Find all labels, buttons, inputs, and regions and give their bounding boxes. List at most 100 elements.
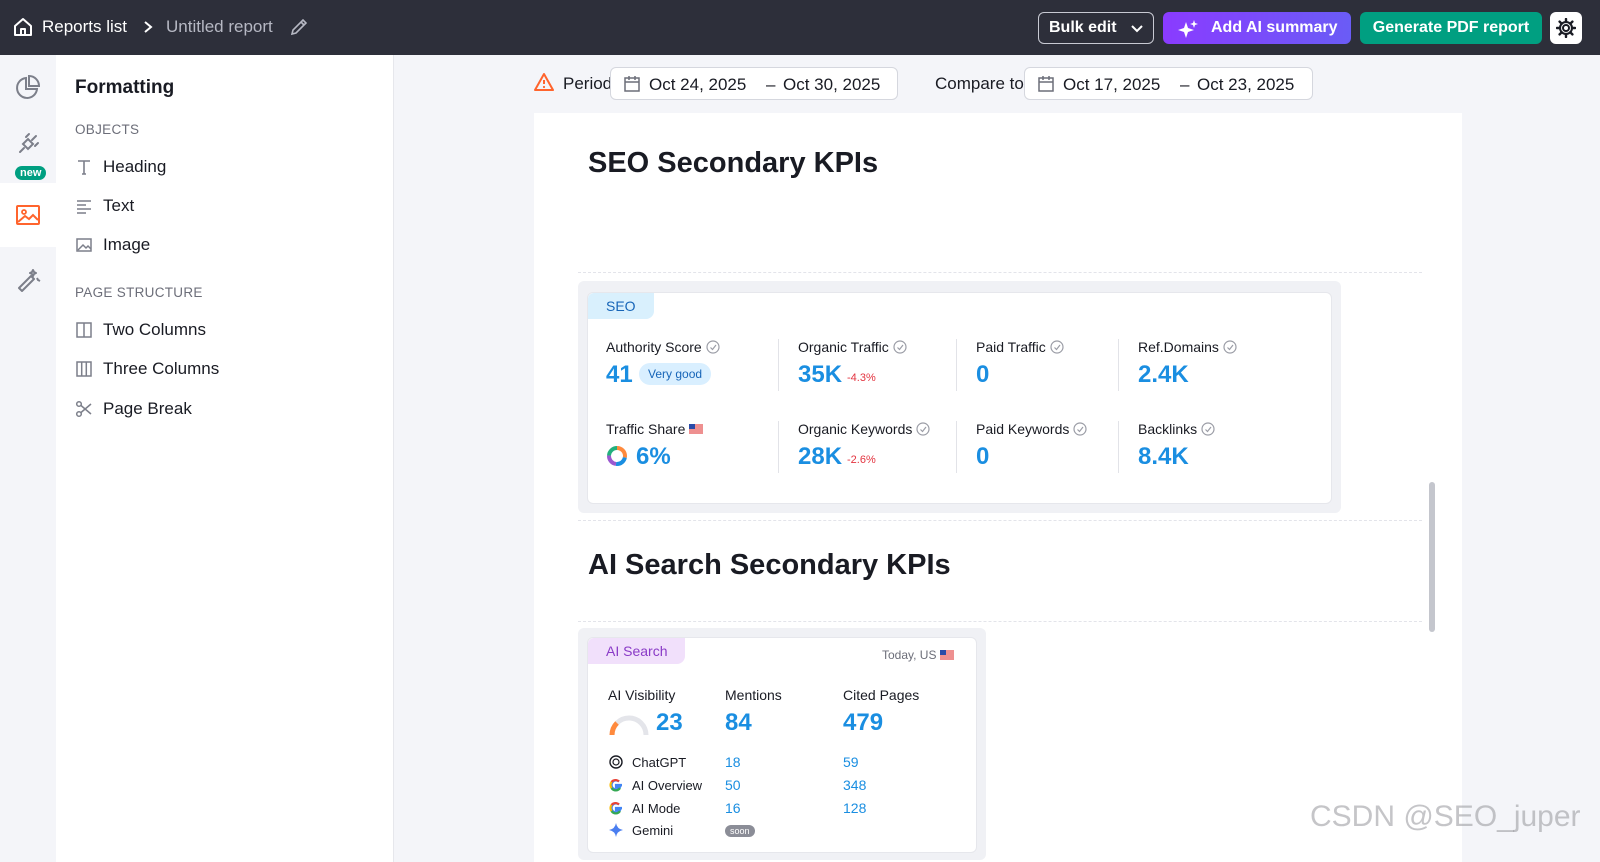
chevron-right-icon (144, 21, 153, 33)
calendar-icon (624, 76, 640, 92)
period-date-picker[interactable]: Oct 24, 2025 – Oct 30, 2025 (610, 67, 898, 100)
seo-tag: SEO (588, 293, 654, 319)
text-icon (77, 200, 91, 214)
ai-widget-frame[interactable]: AI Search Today, US AI Visibility Mentio… (578, 628, 986, 860)
magic-wand-icon (18, 269, 41, 292)
bulk-edit-label: Bulk edit (1049, 19, 1117, 36)
rail-charts[interactable] (0, 55, 56, 119)
structure-three-columns-label: Three Columns (103, 359, 220, 378)
kpi-label-text: Ref.Domains (1138, 339, 1219, 355)
ai-search-tag: AI Search (588, 638, 686, 664)
kpi-authority-score-label: Authority Score (606, 339, 720, 355)
ai-heading-block[interactable]: AI Search Secondary KPIs (578, 520, 1422, 622)
info-icon[interactable] (706, 340, 720, 354)
kpi-traffic-share-value: 6% (636, 443, 671, 470)
add-ai-summary-label: Add AI summary (1211, 19, 1338, 36)
divider (1118, 421, 1119, 473)
divider (778, 421, 779, 473)
warning-icon (534, 73, 554, 91)
settings-button[interactable] (1550, 12, 1582, 44)
home-icon[interactable] (13, 17, 33, 37)
ai-mode-mentions: 16 (725, 800, 741, 816)
report-canvas: Period Oct 24, 2025 – Oct 30, 2025 Compa… (395, 55, 1600, 862)
scrollbar-thumb[interactable] (1429, 482, 1435, 632)
breadcrumb-current-report[interactable]: Untitled report (166, 17, 273, 36)
kpi-backlinks-label: Backlinks (1138, 421, 1215, 437)
info-icon[interactable] (1223, 340, 1237, 354)
ai-meta: Today, US (882, 648, 955, 662)
ai-meta-text: Today, US (882, 648, 937, 662)
kpi-paid-keywords-label: Paid Keywords (976, 421, 1087, 437)
ai-row-chatgpt: ChatGPT (608, 754, 686, 770)
ai-row-gemini: Gemini (608, 822, 673, 838)
chatgpt-mentions: 18 (725, 754, 741, 770)
structure-two-columns[interactable]: Two Columns (75, 317, 206, 343)
kpi-organic-traffic-label: Organic Traffic (798, 339, 907, 355)
ai-section-heading: AI Search Secondary KPIs (588, 549, 951, 581)
ai-overview-cited: 348 (843, 777, 867, 793)
visibility-gauge (609, 715, 649, 736)
bulk-edit-button[interactable]: Bulk edit (1038, 12, 1154, 44)
info-icon[interactable] (1201, 422, 1215, 436)
rail-ai-tools[interactable] (0, 247, 56, 311)
chatgpt-cited: 59 (843, 754, 859, 770)
object-heading[interactable]: Heading (75, 154, 166, 180)
edit-pencil-icon[interactable] (289, 17, 309, 37)
image-icon (76, 238, 92, 252)
object-image[interactable]: Image (75, 232, 150, 258)
generate-pdf-button[interactable]: Generate PDF report (1360, 12, 1542, 44)
kpi-ref-domains-label: Ref.Domains (1138, 339, 1237, 355)
rail-formatting[interactable] (0, 183, 56, 247)
info-icon[interactable] (1073, 422, 1087, 436)
gemini-icon (609, 823, 623, 837)
seo-widget-frame[interactable]: SEO Authority Score 41 Very good Organic… (578, 281, 1341, 513)
ai-mode-cited: 128 (843, 800, 867, 816)
ai-search-widget: AI Search Today, US AI Visibility Mentio… (587, 637, 977, 853)
seo-heading-block[interactable]: SEO Secondary KPIs (578, 113, 1422, 273)
ai-row-name: Gemini (632, 822, 674, 838)
period-end: Oct 30, 2025 (783, 75, 881, 94)
seo-section-heading: SEO Secondary KPIs (588, 147, 879, 179)
top-bar: Reports list Untitled report Bulk edit A… (0, 0, 1600, 55)
sparkle-icon (1178, 20, 1198, 38)
info-icon[interactable] (1050, 340, 1064, 354)
period-label: Period (563, 74, 613, 93)
heading-icon (78, 160, 90, 175)
kpi-organic-keywords-label: Organic Keywords (798, 421, 930, 437)
period-bar: Period Oct 24, 2025 – Oct 30, 2025 Compa… (395, 55, 1600, 111)
compare-date-picker[interactable]: Oct 17, 2025 – Oct 23, 2025 (1024, 67, 1313, 100)
kpi-label-text: Traffic Share (606, 421, 686, 437)
kpi-ref-domains-value: 2.4K (1138, 361, 1189, 388)
compare-dash: – (1180, 75, 1190, 94)
two-columns-icon (76, 322, 92, 338)
calendar-icon (1038, 76, 1054, 92)
gemini-soon-badge: soon (725, 825, 755, 837)
object-text[interactable]: Text (75, 193, 134, 219)
kpi-label-text: Paid Keywords (976, 421, 1070, 437)
breadcrumb-reports-list[interactable]: Reports list (42, 17, 128, 36)
divider (1118, 339, 1119, 391)
traffic-share-donut (607, 446, 627, 466)
info-icon[interactable] (893, 340, 907, 354)
ai-row-name: ChatGPT (632, 754, 687, 770)
object-image-label: Image (103, 235, 151, 254)
rail-integrations[interactable]: new (0, 119, 56, 183)
scissors-icon (75, 400, 92, 418)
google-icon (609, 801, 622, 815)
seo-widget: SEO Authority Score 41 Very good Organic… (587, 292, 1332, 504)
structure-page-break[interactable]: Page Break (75, 396, 192, 422)
compare-end: Oct 23, 2025 (1197, 75, 1295, 94)
structure-three-columns[interactable]: Three Columns (75, 356, 219, 382)
kpi-authority-score-value: 41 (606, 361, 633, 388)
plug-icon (19, 133, 39, 153)
kpi-label-text: Backlinks (1138, 421, 1198, 437)
kpi-traffic-share-label: Traffic Share (606, 421, 704, 437)
info-icon[interactable] (916, 422, 930, 436)
add-ai-summary-button[interactable]: Add AI summary (1163, 12, 1351, 44)
ai-row-name: AI Mode (632, 800, 681, 816)
ai-visibility-value: 23 (656, 709, 683, 736)
structure-two-columns-label: Two Columns (103, 320, 206, 339)
object-text-label: Text (103, 196, 135, 215)
compare-start: Oct 17, 2025 (1063, 75, 1161, 94)
chatgpt-icon (609, 755, 623, 769)
